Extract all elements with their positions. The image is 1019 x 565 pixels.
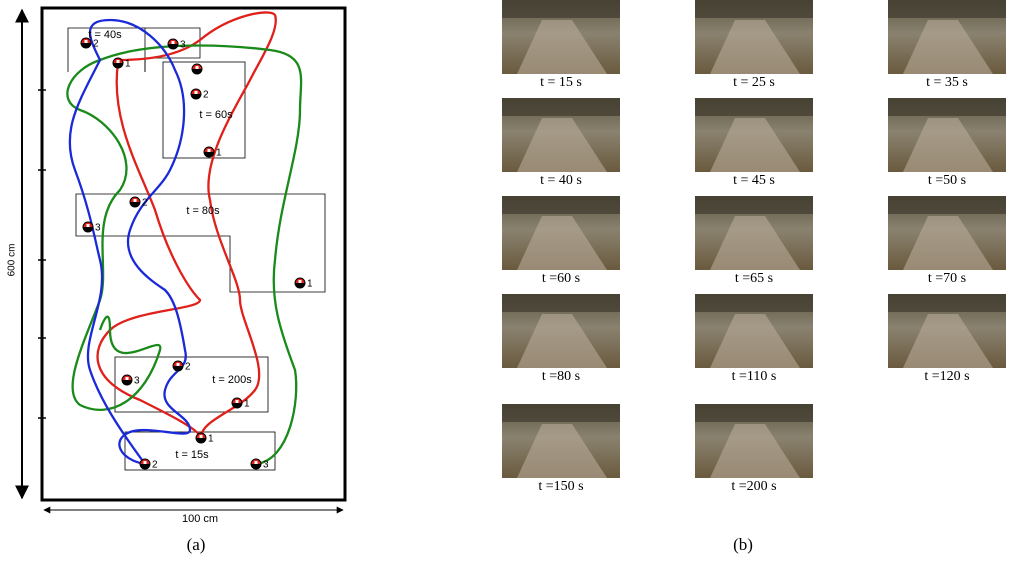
- robot: [255, 461, 258, 464]
- robot: [126, 377, 129, 380]
- frame-caption: t = 25 s: [733, 75, 775, 90]
- snapshot-time: t = 200s: [212, 374, 252, 386]
- frame-caption: t =200 s: [731, 479, 776, 494]
- frame-wall: [502, 98, 620, 116]
- robot: [299, 280, 302, 283]
- frame-wall: [695, 196, 813, 214]
- frame-caption: t =120 s: [924, 369, 969, 384]
- figure: 600 cm 100 cm (a) (b) t = 40s231t = 60s2…: [0, 0, 1019, 560]
- frame-wall: [502, 404, 620, 422]
- robot-id: 2: [152, 460, 158, 471]
- frame-caption: t =60 s: [542, 271, 580, 286]
- robot-id: 2: [185, 362, 191, 373]
- robot: [251, 464, 261, 469]
- frame-wall: [888, 0, 1006, 18]
- robot: [173, 366, 183, 371]
- snapshot-time: t = 80s: [186, 205, 220, 217]
- frames: t = 15 s t = 25 s t = 35 s t = 40 s t = 45 s…: [502, 0, 1006, 494]
- robot-id: 1: [244, 399, 250, 410]
- robot: [236, 400, 239, 403]
- frame-wall: [888, 196, 1006, 214]
- frame-caption: t = 15 s: [540, 75, 582, 90]
- robot: [130, 202, 140, 207]
- robot: [87, 224, 90, 227]
- robot: [208, 149, 211, 152]
- snapshot-time: t = 15s: [175, 449, 209, 461]
- frame-wall: [502, 0, 620, 18]
- frame-caption: t = 40 s: [540, 173, 582, 188]
- frame-wall: [695, 294, 813, 312]
- robot-id: 3: [263, 460, 269, 471]
- snapshot-time: t = 60s: [199, 109, 233, 121]
- robot-id: 1: [208, 434, 214, 445]
- robot-id: 2: [203, 90, 209, 101]
- frame-caption: t =50 s: [928, 173, 966, 188]
- robot: [85, 40, 88, 43]
- robot-id: 2: [93, 39, 99, 50]
- robot: [191, 94, 201, 99]
- robot: [134, 199, 137, 202]
- robot: [113, 63, 123, 68]
- frame-caption: t = 35 s: [926, 75, 968, 90]
- frame-wall: [888, 294, 1006, 312]
- robot-id: 2: [142, 198, 148, 209]
- width-label: 100 cm: [182, 513, 218, 525]
- robot: [200, 435, 203, 438]
- frame-wall: [502, 294, 620, 312]
- robot: [122, 380, 132, 385]
- panel-label: (a): [187, 535, 206, 554]
- robot: [140, 464, 150, 469]
- robot: [195, 91, 198, 94]
- panel-label: (b): [733, 535, 753, 554]
- height-label: 600 cm: [7, 244, 18, 277]
- robot-id: 3: [95, 223, 101, 234]
- frame-caption: t =150 s: [538, 479, 583, 494]
- frame-wall: [502, 196, 620, 214]
- robot: [172, 41, 175, 44]
- frame-wall: [695, 0, 813, 18]
- frame-wall: [695, 404, 813, 422]
- frame-caption: t =70 s: [928, 271, 966, 286]
- robot: [196, 66, 199, 69]
- robot-id: 1: [125, 59, 131, 70]
- frame-caption: t = 45 s: [733, 173, 775, 188]
- robot: [81, 43, 91, 48]
- robot-id: 1: [216, 148, 222, 159]
- robot: [177, 363, 180, 366]
- robot: [117, 60, 120, 63]
- robot-id: 1: [307, 279, 313, 290]
- robot: [83, 227, 93, 232]
- robot: [144, 461, 147, 464]
- frame-wall: [695, 98, 813, 116]
- arena: [42, 8, 345, 500]
- frame-caption: t =80 s: [542, 369, 580, 384]
- robot: [196, 438, 206, 443]
- robot: [168, 44, 178, 49]
- trajectories: [67, 12, 301, 464]
- frame-caption: t =65 s: [735, 271, 773, 286]
- frame-wall: [888, 98, 1006, 116]
- robot-id: 3: [180, 40, 186, 51]
- robot: [295, 283, 305, 288]
- frame-caption: t =110 s: [732, 369, 777, 384]
- robot-id: 3: [134, 376, 140, 387]
- robot: [192, 69, 202, 74]
